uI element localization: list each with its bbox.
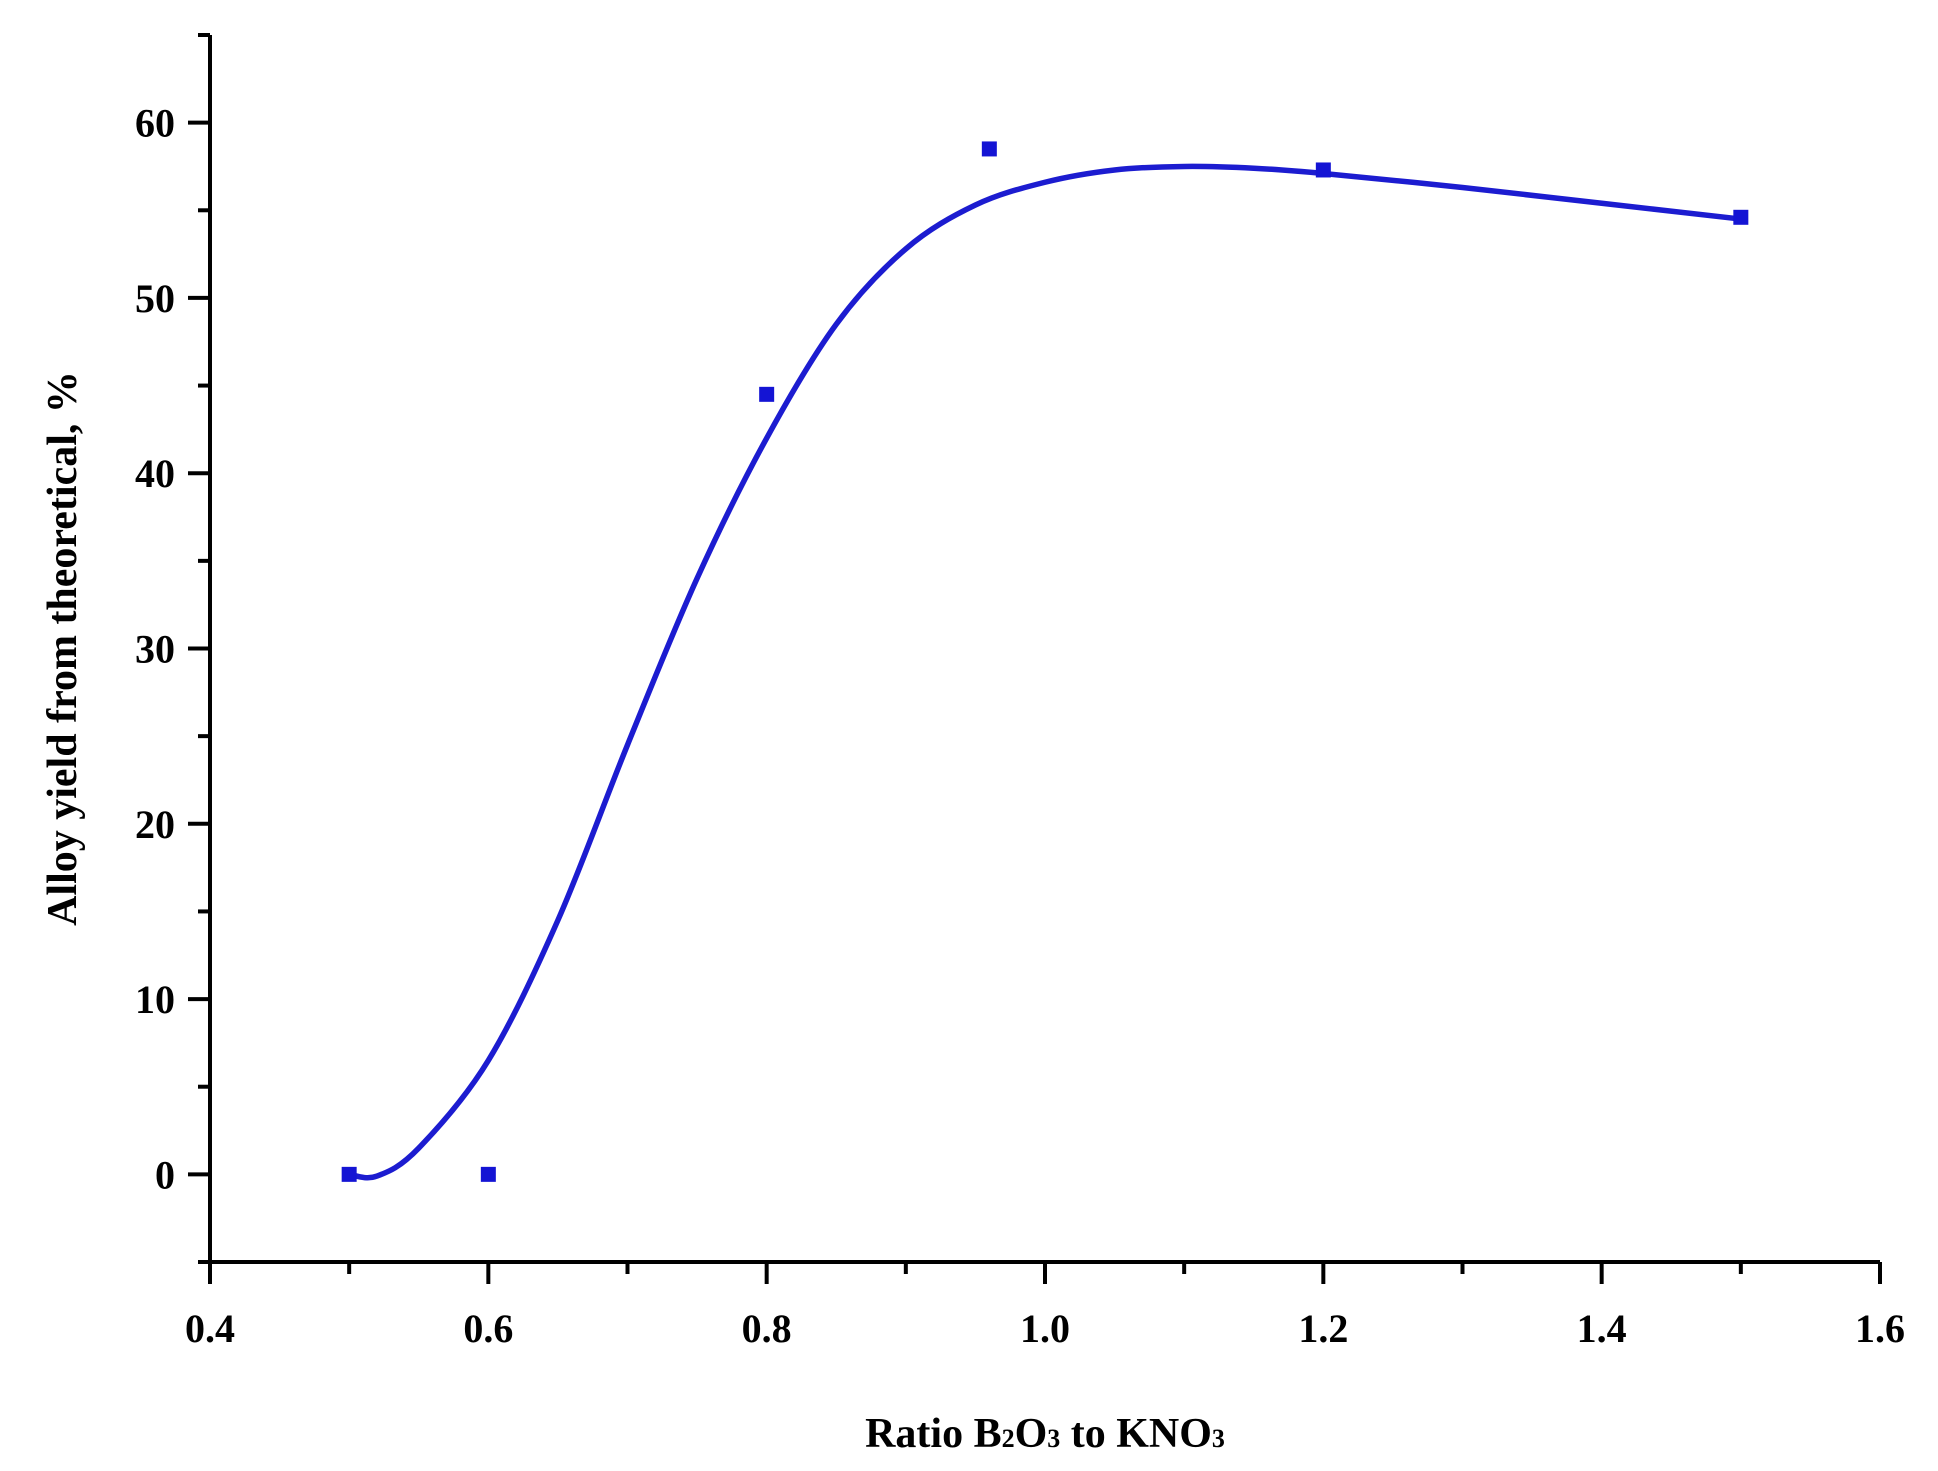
x-tick-label: 1.6 xyxy=(1855,1306,1905,1351)
x-tick-label: 1.4 xyxy=(1577,1306,1627,1351)
data-point xyxy=(981,141,997,157)
y-ticks: 0 10 20 30 40 50 60 xyxy=(135,33,210,1264)
x-title-subscript: 3 xyxy=(1047,1424,1060,1453)
x-axis-title: Ratio B2O3 to KNO3 xyxy=(865,1411,1225,1457)
data-point xyxy=(1733,209,1749,225)
y-tick-label: 10 xyxy=(135,977,175,1022)
x-tick-label: 1.2 xyxy=(1298,1306,1348,1351)
x-title-subscript: 3 xyxy=(1212,1424,1225,1453)
data-point xyxy=(480,1166,496,1182)
x-ticks: 0.4 0.6 0.8 1.0 1.2 1.4 1.6 xyxy=(185,1262,1905,1351)
y-tick-label: 50 xyxy=(135,276,175,321)
x-title-text: to KNO xyxy=(1060,1411,1212,1457)
axes xyxy=(208,35,1880,1264)
y-tick-label: 30 xyxy=(135,627,175,672)
y-tick-label: 40 xyxy=(135,451,175,496)
x-tick-label: 0.6 xyxy=(463,1306,513,1351)
data-point xyxy=(341,1166,357,1182)
data-point xyxy=(759,386,775,402)
y-tick-label: 60 xyxy=(135,101,175,146)
x-title-text: O xyxy=(1015,1411,1048,1457)
x-tick-label: 1.0 xyxy=(1020,1306,1070,1351)
data-point xyxy=(1315,162,1331,178)
fit-curve xyxy=(346,163,1744,1181)
x-title-subscript: 2 xyxy=(1002,1424,1015,1453)
y-tick-label: 0 xyxy=(155,1152,175,1197)
series-layer xyxy=(341,141,1749,1182)
x-title-text: Ratio B xyxy=(865,1411,1002,1457)
x-tick-label: 0.8 xyxy=(742,1306,792,1351)
y-axis-title: Alloy yield from theoretical, % xyxy=(40,371,86,926)
x-tick-label: 0.4 xyxy=(185,1306,235,1351)
y-tick-label: 20 xyxy=(135,802,175,847)
